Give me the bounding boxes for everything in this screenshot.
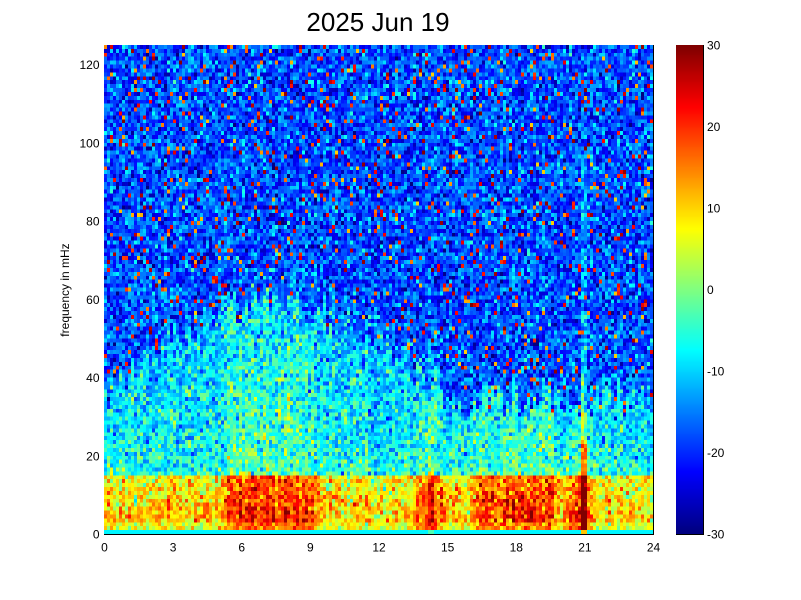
y-tick-label: 120 xyxy=(79,58,99,72)
spectrogram-heatmap xyxy=(104,45,653,534)
y-axis-label: frequency in mHz xyxy=(58,243,72,336)
colorbar-tick-label: 0 xyxy=(707,283,714,297)
colorbar-tick-label: -10 xyxy=(707,365,725,379)
chart-title: 2025 Jun 19 xyxy=(306,7,449,37)
x-tick-label: 24 xyxy=(647,541,661,555)
x-tick-label: 12 xyxy=(372,541,386,555)
colorbar-tick-label: -30 xyxy=(707,528,725,542)
y-tick-label: 40 xyxy=(86,371,100,385)
x-tick-label: 3 xyxy=(170,541,177,555)
y-tick-label: 0 xyxy=(93,528,100,542)
x-tick-label: 18 xyxy=(510,541,524,555)
x-tick-label: 0 xyxy=(101,541,108,555)
y-tick-label: 80 xyxy=(86,215,100,229)
x-tick-label: 6 xyxy=(238,541,245,555)
colorbar-tick-label: 20 xyxy=(707,120,721,134)
colorbar-tick-label: 10 xyxy=(707,202,721,216)
colorbar-tick-label: -20 xyxy=(707,446,725,460)
y-tick-label: 60 xyxy=(86,293,100,307)
x-tick-label: 21 xyxy=(578,541,592,555)
x-tick-label: 15 xyxy=(441,541,455,555)
y-tick-label: 20 xyxy=(86,449,100,463)
y-tick-label: 100 xyxy=(79,136,99,150)
colorbar xyxy=(676,45,703,534)
colorbar-tick-label: 30 xyxy=(707,39,721,53)
x-tick-label: 9 xyxy=(307,541,314,555)
